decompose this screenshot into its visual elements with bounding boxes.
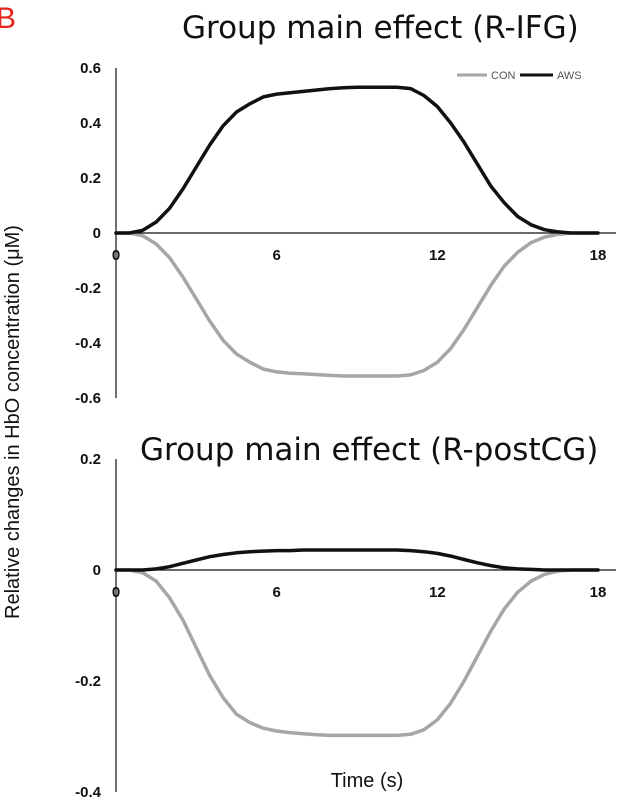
x-tick-label: 12 (429, 584, 446, 601)
y-axis-label: Relative changes in HbO concentration (μ… (2, 225, 24, 619)
chart-title: Group main effect (R-IFG) (182, 10, 579, 46)
legend-label-con: CON (491, 70, 516, 82)
series-line-aws (114, 85, 600, 235)
y-tick-label: 0 (93, 225, 101, 242)
x-ticks: 061218 (112, 247, 607, 264)
x-tick-label: 6 (272, 247, 280, 264)
y-tick-label: 0.6 (80, 60, 101, 77)
y-tick-label: -0.2 (75, 673, 101, 690)
y-tick-label: 0 (93, 562, 101, 579)
x-tick-label: 6 (272, 584, 280, 601)
legend: CON AWS (457, 70, 582, 82)
y-ticks: 0.6 0.4 0.2 0 -0.2 -0.4 -0.6 (75, 60, 102, 407)
y-tick-label: -0.2 (75, 280, 101, 297)
panel-letter: B (0, 2, 16, 35)
series-line-con (114, 231, 600, 378)
y-tick-label: -0.6 (75, 390, 101, 407)
series-group (114, 548, 600, 738)
y-tick-label: -0.4 (75, 784, 102, 801)
y-tick-label: -0.4 (75, 335, 102, 352)
x-tick-label: 18 (590, 247, 607, 264)
series-line-aws (114, 548, 600, 572)
x-tick-label: 12 (429, 247, 446, 264)
x-axis-label: Time (s) (331, 770, 404, 792)
chart-title: Group main effect (R-postCG) (140, 432, 598, 468)
chart-r-ifg: Group main effect (R-IFG) 0.6 0.4 0.2 0 -0.2… (75, 10, 616, 407)
y-tick-label: 0.4 (80, 115, 102, 132)
chart-r-postcg: Group main effect (R-postCG) 0.2 0 -0.2 -0.… (75, 432, 616, 801)
x-tick-label: 18 (590, 584, 607, 601)
y-ticks: 0.2 0 -0.2 -0.4 (75, 451, 102, 801)
y-tick-label: 0.2 (80, 170, 101, 187)
legend-label-aws: AWS (557, 70, 582, 82)
x-ticks: 061218 (112, 584, 607, 601)
series-line-con (114, 568, 600, 738)
y-tick-label: 0.2 (80, 451, 101, 468)
series-group (114, 85, 600, 378)
